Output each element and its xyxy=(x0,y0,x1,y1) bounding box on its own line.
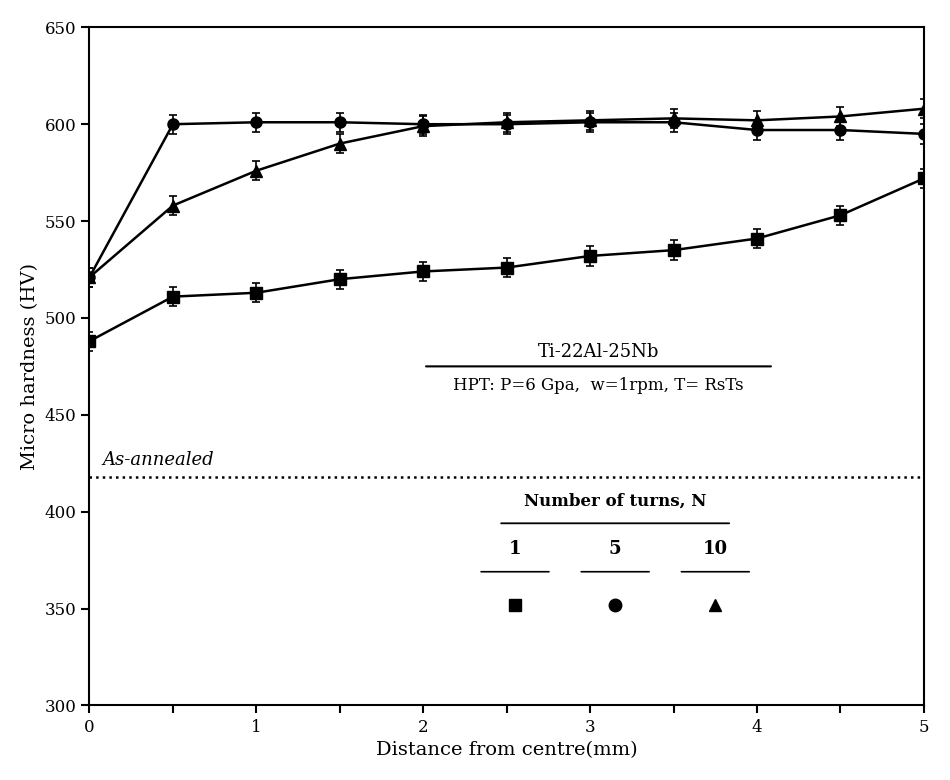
Text: HPT: P=6 Gpa,  w=1rpm, T= RsTs: HPT: P=6 Gpa, w=1rpm, T= RsTs xyxy=(453,377,744,394)
Y-axis label: Micro hardness (HV): Micro hardness (HV) xyxy=(21,263,39,470)
Text: As-annealed: As-annealed xyxy=(103,451,215,470)
Text: 5: 5 xyxy=(609,541,621,558)
Text: Ti-22Al-25Nb: Ti-22Al-25Nb xyxy=(538,342,659,360)
Text: Number of turns, N: Number of turns, N xyxy=(524,493,707,510)
X-axis label: Distance from centre(mm): Distance from centre(mm) xyxy=(376,741,637,759)
Text: 1: 1 xyxy=(509,541,522,558)
Text: 10: 10 xyxy=(703,541,728,558)
